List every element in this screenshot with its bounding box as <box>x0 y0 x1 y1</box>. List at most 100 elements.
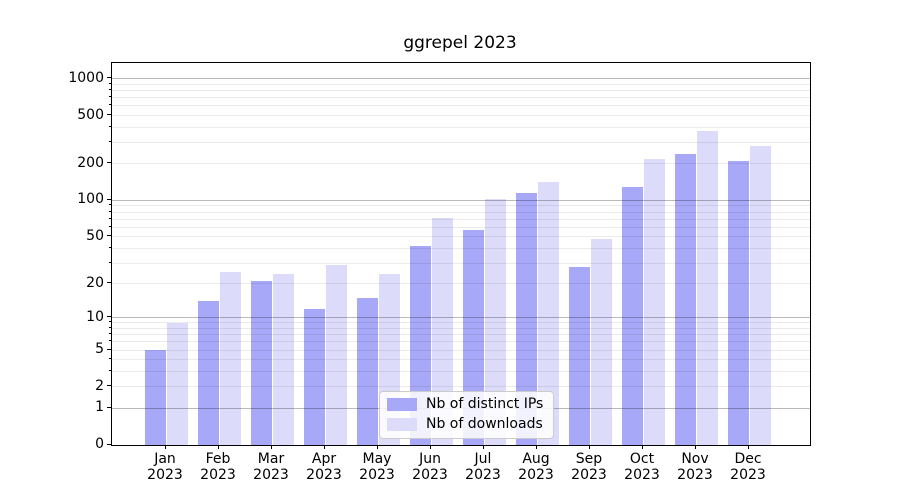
x-tick-label-may: May 2023 <box>359 451 395 483</box>
y-minor-tick-mark-6 <box>109 340 111 342</box>
gridline-minor-200 <box>112 163 810 165</box>
y-tick-label-50: 50 <box>86 227 104 244</box>
gridline-minor-4 <box>112 359 810 361</box>
x-tick-mark-mar <box>270 445 272 449</box>
x-tick-mark-jan <box>164 445 166 449</box>
legend-swatch-distinct-ips <box>387 398 417 411</box>
y-tick-mark-10 <box>107 316 111 318</box>
x-tick-mark-aug <box>535 445 537 449</box>
y-tick-label-1000: 1000 <box>68 69 104 86</box>
y-tick-mark-1 <box>107 406 111 408</box>
bar-distinct-ips-sep <box>568 266 590 445</box>
bar-downloads-jul <box>484 199 506 445</box>
legend-item-distinct-ips: Nb of distinct IPs <box>387 397 543 412</box>
y-minor-tick-mark-40 <box>109 246 111 248</box>
y-minor-tick-mark-60 <box>109 225 111 227</box>
y-tick-mark-0 <box>107 443 111 445</box>
x-tick-mark-oct <box>641 445 643 449</box>
x-tick-mark-apr <box>323 445 325 449</box>
y-tick-label-200: 200 <box>77 154 104 171</box>
x-tick-label-mar: Mar 2023 <box>253 451 289 483</box>
bar-downloads-jan <box>166 322 188 445</box>
y-minor-tick-mark-400 <box>109 125 111 127</box>
gridline-minor-60 <box>112 226 810 228</box>
y-tick-mark-100 <box>107 198 111 200</box>
bar-downloads-feb <box>219 272 241 445</box>
gridline-minor-5 <box>112 349 810 351</box>
y-minor-tick-mark-9 <box>109 321 111 323</box>
gridline-minor-400 <box>112 126 810 128</box>
bar-downloads-dec <box>749 146 771 445</box>
gridline-minor-600 <box>112 105 810 107</box>
bar-distinct-ips-jan <box>144 350 166 445</box>
y-minor-tick-mark-70 <box>109 217 111 219</box>
legend: Nb of distinct IPs Nb of downloads <box>379 391 555 439</box>
x-tick-label-apr: Apr 2023 <box>306 451 342 483</box>
bar-downloads-mar <box>272 274 294 445</box>
legend-label-downloads: Nb of downloads <box>426 416 543 432</box>
y-tick-mark-200 <box>107 162 111 164</box>
bar-distinct-ips-nov <box>674 154 696 445</box>
gridline-minor-800 <box>112 90 810 92</box>
bar-downloads-sep <box>590 238 612 445</box>
gridline-major-10 <box>112 317 810 319</box>
x-tick-mark-jul <box>482 445 484 449</box>
x-tick-mark-nov <box>694 445 696 449</box>
x-tick-label-oct: Oct 2023 <box>624 451 660 483</box>
gridline-minor-40 <box>112 247 810 249</box>
gridline-major-1000 <box>112 78 810 80</box>
y-tick-label-500: 500 <box>77 106 104 123</box>
y-tick-label-2: 2 <box>95 377 104 394</box>
gridline-minor-7 <box>112 334 810 336</box>
y-minor-tick-mark-600 <box>109 104 111 106</box>
x-tick-label-jan: Jan 2023 <box>147 451 183 483</box>
bar-distinct-ips-may <box>356 298 378 445</box>
bar-downloads-oct <box>643 158 665 445</box>
y-tick-label-100: 100 <box>77 191 104 208</box>
bar-downloads-apr <box>325 264 347 445</box>
y-minor-tick-mark-300 <box>109 141 111 143</box>
x-tick-label-jul: Jul 2023 <box>465 451 501 483</box>
chart-title: ggrepel 2023 <box>403 33 517 53</box>
y-tick-mark-2 <box>107 385 111 387</box>
y-minor-tick-mark-90 <box>109 204 111 206</box>
bar-distinct-ips-aug <box>515 193 537 445</box>
gridline-minor-500 <box>112 115 810 117</box>
y-minor-tick-mark-3 <box>109 370 111 372</box>
gridline-minor-90 <box>112 205 810 207</box>
gridline-major-100 <box>112 199 810 201</box>
gridline-minor-9 <box>112 322 810 324</box>
bar-distinct-ips-apr <box>303 309 325 445</box>
y-tick-label-10: 10 <box>86 308 104 325</box>
bar-distinct-ips-mar <box>250 281 272 445</box>
y-tick-mark-50 <box>107 235 111 237</box>
x-tick-label-dec: Dec 2023 <box>730 451 766 483</box>
gridline-minor-8 <box>112 328 810 330</box>
x-tick-mark-may <box>376 445 378 449</box>
y-minor-tick-mark-700 <box>109 96 111 98</box>
x-tick-mark-dec <box>747 445 749 449</box>
y-minor-tick-mark-800 <box>109 89 111 91</box>
x-tick-mark-jun <box>429 445 431 449</box>
y-tick-label-5: 5 <box>95 341 104 358</box>
gridline-minor-700 <box>112 97 810 99</box>
y-tick-label-0: 0 <box>95 436 104 452</box>
bar-distinct-ips-oct <box>621 186 643 445</box>
gridline-minor-50 <box>112 236 810 238</box>
legend-item-downloads: Nb of downloads <box>387 417 543 432</box>
x-tick-mark-sep <box>588 445 590 449</box>
gridline-minor-80 <box>112 211 810 213</box>
y-tick-mark-5 <box>107 348 111 350</box>
gridline-minor-70 <box>112 218 810 220</box>
y-minor-tick-mark-7 <box>109 333 111 335</box>
bar-distinct-ips-dec <box>727 161 749 445</box>
gridline-minor-2 <box>112 386 810 388</box>
y-tick-mark-20 <box>107 282 111 284</box>
gridline-minor-300 <box>112 142 810 144</box>
y-minor-tick-mark-8 <box>109 327 111 329</box>
bar-downloads-nov <box>696 131 718 445</box>
y-minor-tick-mark-80 <box>109 210 111 212</box>
gridline-minor-20 <box>112 283 810 285</box>
gridline-minor-900 <box>112 83 810 85</box>
